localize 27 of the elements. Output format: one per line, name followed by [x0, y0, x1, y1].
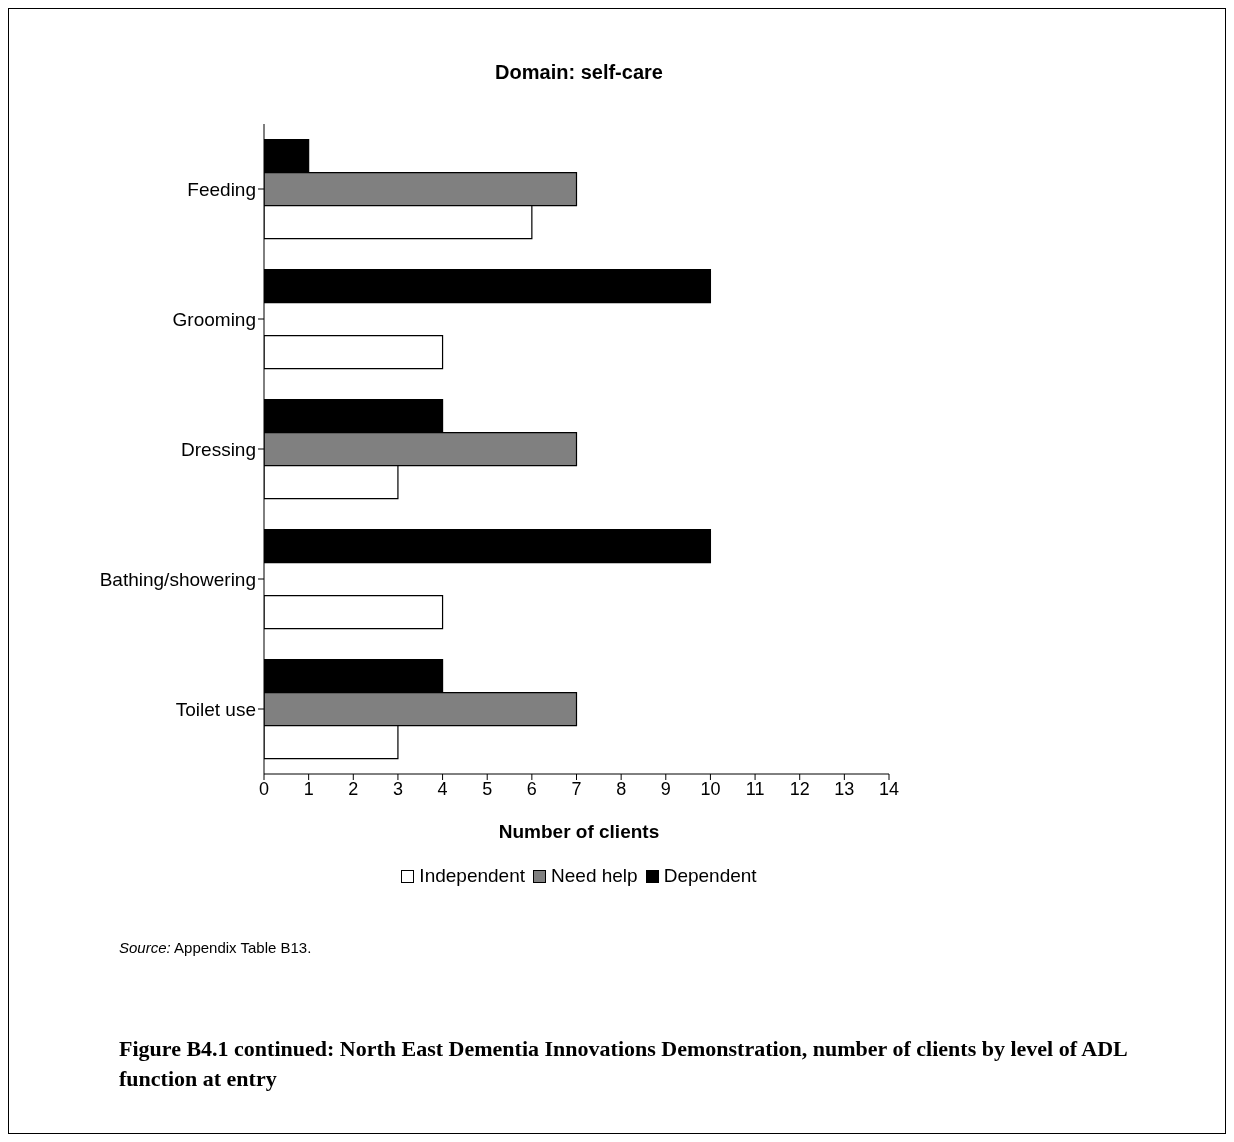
legend-label: Independent [418, 865, 526, 887]
legend-label: Need help [550, 865, 638, 887]
y-tick-label: Grooming [172, 308, 256, 330]
x-tick-label: 13 [834, 778, 855, 799]
x-tick-label: 14 [878, 778, 900, 799]
x-tick-label: 4 [437, 778, 448, 799]
x-tick-label: 0 [258, 778, 270, 799]
x-tick-label: 5 [482, 778, 493, 799]
x-tick-label: 3 [392, 778, 403, 799]
x-tick-label: 7 [571, 778, 582, 799]
x-tick-label: 9 [660, 778, 671, 799]
legend-label: Dependent [662, 865, 757, 887]
y-tick-label: Dressing [181, 438, 256, 460]
x-tick-label: 8 [616, 778, 627, 799]
x-axis-title: Number of clients [497, 821, 661, 843]
caption: Figure B4.1 continued: North East Dementia Innovations Demonstration, number of clients by level of ADL function at entry [119, 1035, 1128, 1093]
y-tick-label: Toilet use [175, 698, 256, 720]
chart-title: Domain: self-care [494, 61, 664, 84]
x-tick-label: 11 [745, 778, 765, 799]
source-note: Source: Appendix Table B13. [119, 939, 312, 956]
x-tick-label: 2 [348, 778, 359, 799]
x-tick-label: 1 [303, 778, 314, 799]
y-tick-label: Feeding [187, 178, 256, 200]
x-tick-label: 10 [700, 778, 721, 799]
x-tick-label: 12 [789, 778, 810, 799]
x-tick-label: 6 [526, 778, 537, 799]
y-tick-label: Bathing/showering [99, 568, 256, 590]
